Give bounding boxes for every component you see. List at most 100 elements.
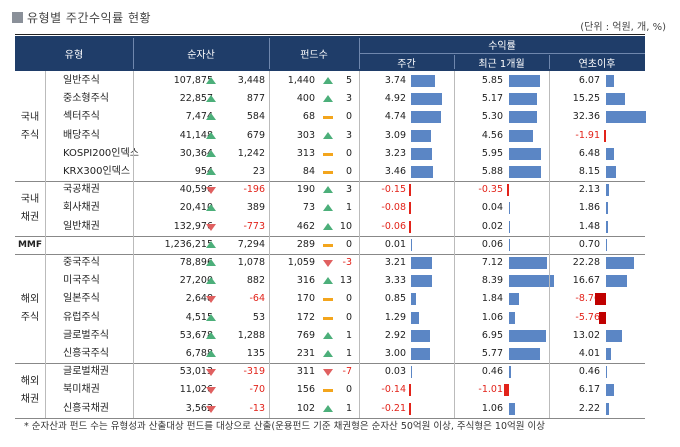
fund-count-value: 769 — [296, 329, 315, 341]
group-label: 채권 — [20, 393, 40, 405]
weekly-return-bar — [411, 238, 412, 251]
ytd-return-value: 16.67 — [572, 275, 600, 287]
up-arrow-icon — [206, 331, 216, 339]
group-label: 채권 — [20, 211, 40, 223]
one-month-return-value: 1.06 — [481, 402, 503, 414]
ytd-return-value: 22.28 — [572, 257, 600, 268]
table-row: 유럽주식 4,515 53 172 0 1.29 1.06 -5.76 — [15, 309, 645, 327]
one-month-return-bar — [509, 329, 547, 342]
weekly-return-bar — [411, 257, 432, 269]
weekly-return-value: -0.14 — [381, 384, 406, 396]
one-month-return-value: 5.17 — [481, 93, 503, 105]
fund-count-change: 0 — [345, 293, 352, 305]
fund-count-change: 13 — [339, 275, 352, 287]
table-row: 중소형주식 22,857 877 400 3 4.92 5.17 15.25 — [15, 90, 645, 108]
weekly-return-value: 3.21 — [384, 257, 406, 268]
up-arrow-icon — [323, 204, 333, 212]
ytd-return-bar — [606, 238, 607, 251]
ytd-return-bar — [606, 384, 614, 397]
header-ytd: 연초이후 — [578, 58, 616, 70]
net-assets-change: 1,288 — [237, 329, 265, 341]
weekly-return-bar — [409, 202, 411, 215]
header-returns: 수익률 — [488, 41, 516, 52]
fund-count-value: 156 — [296, 384, 315, 396]
up-arrow-icon — [323, 222, 333, 230]
table-row: 글로벌채권 53,013 -319 311 -7 0.03 0.46 0.46 — [15, 363, 645, 381]
group-divider — [15, 181, 645, 183]
fund-type-name: 국공채권 — [63, 184, 100, 196]
ytd-return-value: 4.01 — [578, 348, 600, 359]
table-row: 신흥국채권 3,562 -13 102 1 -0.21 1.06 2.22 — [15, 400, 645, 418]
fund-type-name: 신흥국채권 — [63, 402, 109, 414]
one-month-return-bar — [509, 147, 541, 160]
group-label: MMF — [17, 239, 43, 250]
fund-count-value: 1,440 — [287, 75, 315, 86]
net-assets-change: 53 — [252, 311, 265, 323]
weekly-return-bar — [411, 293, 417, 306]
one-month-return-bar — [509, 275, 554, 288]
fund-count-change: 1 — [345, 202, 352, 214]
weekly-return-bar — [411, 93, 443, 106]
one-month-return-value: 7.12 — [481, 257, 503, 268]
one-month-return-bar — [509, 238, 510, 251]
table-row: 미국주식 27,200 882 316 13 3.33 8.39 16.67 — [15, 272, 645, 290]
net-assets-change: 7,294 — [237, 238, 265, 250]
weekly-return-value: 3.74 — [384, 75, 406, 86]
net-assets-change: -319 — [243, 366, 265, 378]
fund-count-value: 172 — [296, 311, 315, 323]
fund-type-name: 신흥국주식 — [63, 348, 109, 359]
fund-count-change: 0 — [345, 147, 352, 159]
fund-type-name: 섹터주식 — [63, 111, 100, 123]
one-month-return-bar — [507, 184, 509, 197]
vline-ytd — [549, 71, 550, 418]
group-divider — [15, 417, 645, 419]
up-arrow-icon — [206, 131, 216, 139]
net-assets-value: 20,410 — [179, 202, 213, 214]
net-assets-value: 22,857 — [179, 93, 213, 105]
up-arrow-icon — [206, 313, 216, 321]
table-row: 중국주식 78,896 1,078 1,059 -3 3.21 7.12 22.28 — [15, 254, 645, 272]
fund-type-name: 일본주식 — [63, 293, 100, 305]
fund-count-value: 170 — [296, 293, 315, 305]
up-arrow-icon — [206, 259, 216, 266]
group-label: 주식 — [20, 311, 40, 323]
ytd-return-value: -5.76 — [575, 311, 600, 323]
net-assets-change: -70 — [249, 384, 265, 396]
weekly-return-value: 3.33 — [384, 275, 406, 287]
up-arrow-icon — [206, 95, 216, 103]
net-assets-change: 389 — [246, 202, 265, 214]
one-month-return-bar — [509, 129, 534, 142]
fund-count-value: 1,059 — [287, 257, 315, 268]
net-assets-value: 132,976 — [173, 220, 213, 232]
weekly-return-bar — [411, 366, 412, 379]
fund-type-name: 미국주식 — [63, 275, 100, 287]
ytd-return-value: 6.17 — [578, 384, 600, 396]
net-assets-value: 53,013 — [179, 366, 213, 378]
net-assets-change: 1,242 — [237, 147, 265, 159]
one-month-return-value: 5.95 — [481, 147, 503, 159]
flat-dash-icon — [323, 243, 333, 247]
weekly-return-value: 3.00 — [384, 348, 406, 359]
net-assets-value: 53,678 — [179, 329, 213, 341]
header-fund-count: 펀드수 — [300, 50, 328, 61]
net-assets-value: 41,148 — [179, 129, 213, 141]
net-assets-value: 6,788 — [185, 348, 213, 359]
net-assets-change: 3,448 — [237, 75, 265, 86]
fund-count-change: 0 — [345, 384, 352, 396]
fund-count-value: 400 — [296, 93, 315, 105]
ytd-return-bar — [595, 293, 606, 306]
header-vline-5 — [549, 55, 550, 69]
net-assets-change: -13 — [249, 402, 265, 414]
ytd-return-value: 6.07 — [578, 75, 600, 86]
weekly-return-value: -0.15 — [381, 184, 406, 196]
ytd-return-value: 2.13 — [578, 184, 600, 196]
flat-dash-icon — [323, 389, 333, 393]
up-arrow-icon — [206, 77, 216, 84]
fund-count-value: 84 — [302, 166, 315, 177]
weekly-return-value: 4.74 — [384, 111, 406, 123]
down-arrow-icon — [206, 296, 216, 304]
fund-count-change: 0 — [345, 111, 352, 123]
ytd-return-bar — [606, 166, 617, 178]
up-arrow-icon — [323, 350, 333, 357]
flat-dash-icon — [323, 152, 333, 156]
